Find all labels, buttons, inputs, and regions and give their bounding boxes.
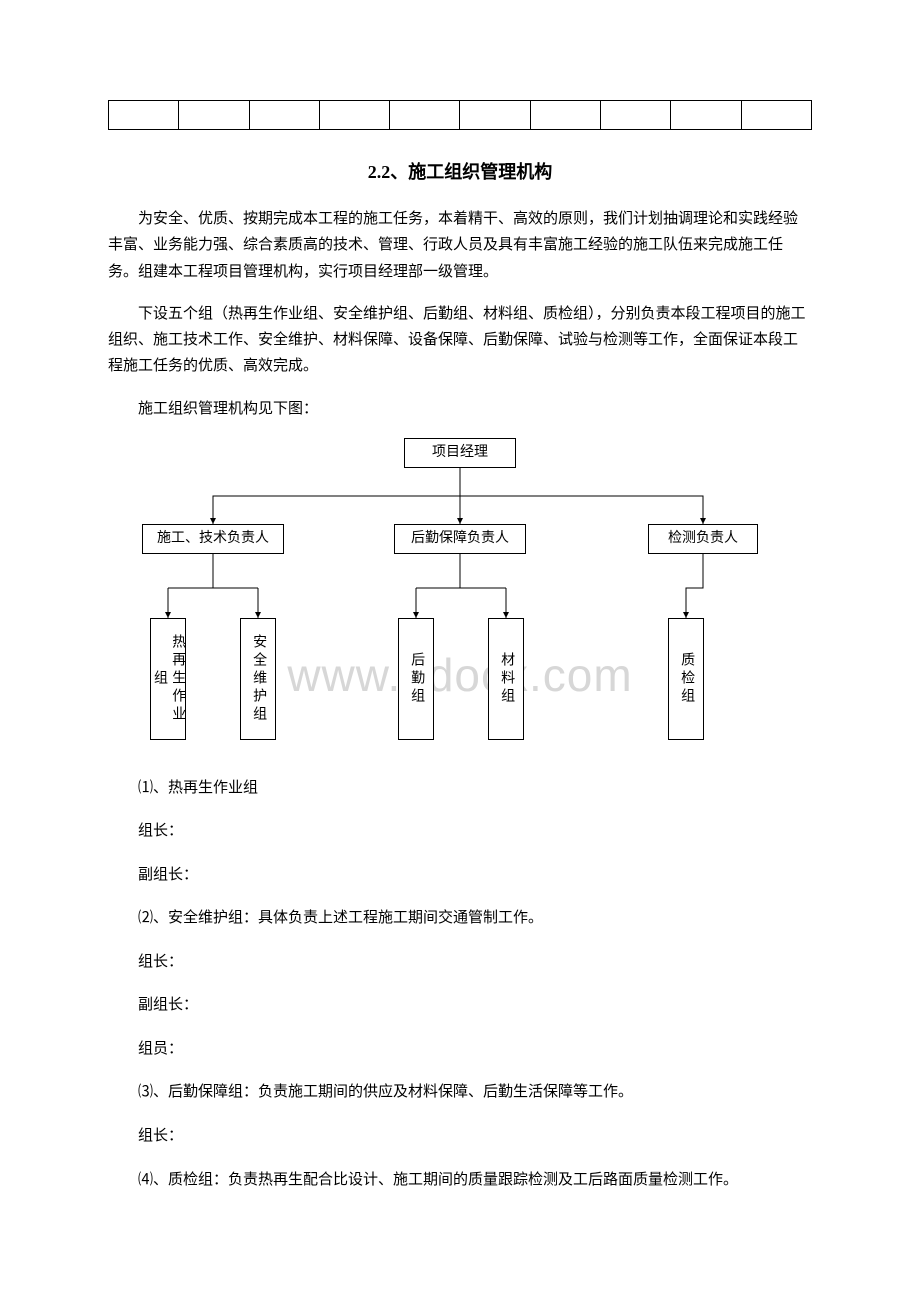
group-1-vice: 副组长： [108, 863, 812, 889]
table-cell [390, 101, 460, 130]
table-cell [179, 101, 249, 130]
top-empty-table [108, 100, 812, 130]
group-3-title: ⑶、后勤保障组：负责施工期间的供应及材料保障、后勤生活保障等工作。 [108, 1080, 812, 1106]
section-title: 2.2、施工组织管理机构 [108, 158, 812, 184]
table-cell [319, 101, 389, 130]
org-node-m1: 施工、技术负责人 [142, 524, 284, 554]
watermark-text: www.bdocx.com [287, 648, 632, 702]
org-node-m2: 后勤保障负责人 [394, 524, 526, 554]
group-2-member: 组员： [108, 1037, 812, 1063]
paragraph: 下设五个组（热再生作业组、安全维护组、后勤组、材料组、质检组），分别负责本段工程… [108, 301, 812, 380]
group-4-title: ⑷、质检组：负责热再生配合比设计、施工期间的质量跟踪检测及工后路面质量检测工作。 [108, 1167, 812, 1193]
org-node-m3: 检测负责人 [648, 524, 758, 554]
group-1-title: ⑴、热再生作业组 [108, 776, 812, 802]
table-cell [530, 101, 600, 130]
group-2-title: ⑵、安全维护组：具体负责上述工程施工期间交通管制工作。 [108, 906, 812, 932]
paragraph: 为安全、优质、按期完成本工程的施工任务，本着精干、高效的原则，我们计划抽调理论和… [108, 206, 812, 285]
table-cell [109, 101, 179, 130]
org-node-g2: 安全维护组 [240, 618, 276, 740]
table-cell [460, 101, 530, 130]
table-cell [601, 101, 671, 130]
group-3-leader: 组长： [108, 1124, 812, 1150]
org-node-g5: 质检组 [668, 618, 704, 740]
org-node-root: 项目经理 [404, 438, 516, 468]
group-2-vice: 副组长： [108, 993, 812, 1019]
org-node-g4: 材料组 [488, 618, 524, 740]
org-chart-edges [108, 438, 812, 758]
org-node-g1: 热再生作业组 [150, 618, 186, 740]
paragraph: 施工组织管理机构见下图： [108, 396, 812, 422]
table-cell [741, 101, 811, 130]
group-1-leader: 组长： [108, 819, 812, 845]
org-node-g3: 后勤组 [398, 618, 434, 740]
table-cell [671, 101, 741, 130]
group-2-leader: 组长： [108, 950, 812, 976]
org-chart: www.bdocx.com 项目经理施工、技术负责人 后勤保障负责人 检测负责人热再… [108, 438, 812, 758]
table-cell [249, 101, 319, 130]
